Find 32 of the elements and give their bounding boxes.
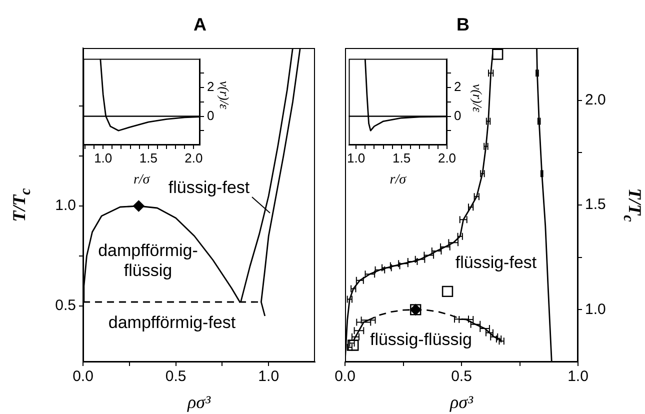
x-axis-title: ρσ³ bbox=[449, 392, 474, 412]
y2-axis-title: v(r)/ε bbox=[469, 84, 485, 112]
chart-title: B bbox=[456, 14, 470, 36]
x-tick-label: 1.0 bbox=[258, 368, 280, 386]
y2-tick-label: 0 bbox=[454, 108, 462, 123]
x-axis-title: ρσ³ bbox=[186, 392, 212, 412]
y2-tick-label: 2 bbox=[207, 79, 214, 94]
x-tick-label: 0.5 bbox=[451, 368, 472, 386]
y2-tick-label: 1.0 bbox=[585, 300, 606, 318]
y2-tick-label: 1.5 bbox=[585, 196, 606, 214]
y2-tick-label: 0 bbox=[207, 108, 214, 123]
x-tick-label: 0.0 bbox=[334, 368, 356, 386]
annotation: dampfförmig-fest bbox=[108, 313, 236, 333]
x-tick-label: 1.0 bbox=[346, 150, 366, 166]
x-tick-label: 2.0 bbox=[438, 150, 456, 166]
x-tick-label: 0.0 bbox=[72, 368, 94, 386]
chart-title: A bbox=[194, 14, 206, 36]
annotation: flüssig-fest bbox=[168, 178, 250, 198]
y2-axis-title: v(r)/ε bbox=[216, 80, 232, 110]
annotation: flüssig-flüssig bbox=[370, 330, 472, 350]
x-axis-title: r/σ bbox=[390, 172, 408, 188]
x-tick-label: 2.0 bbox=[184, 150, 203, 166]
y2-tick-label: 2 bbox=[454, 79, 462, 94]
x-axis-title: r/σ bbox=[133, 172, 151, 188]
annotation: dampfförmig-flüssig bbox=[97, 241, 199, 281]
annotation: flüssig-fest bbox=[455, 253, 537, 273]
x-tick-label: 1.5 bbox=[139, 150, 158, 166]
x-tick-label: 0.5 bbox=[165, 368, 186, 386]
x-tick-label: 1.5 bbox=[392, 150, 411, 166]
y2-tick-label: 2.0 bbox=[585, 91, 606, 108]
x-tick-label: 1.0 bbox=[94, 150, 112, 166]
x-tick-label: 1.0 bbox=[568, 368, 588, 386]
